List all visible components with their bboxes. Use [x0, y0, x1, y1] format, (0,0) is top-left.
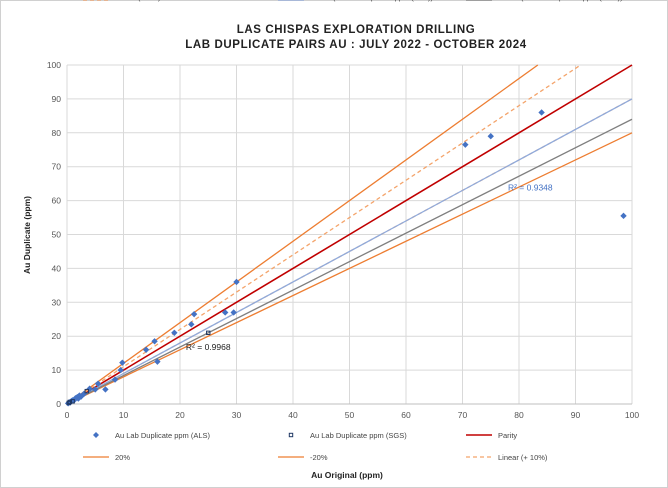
- als-data-point: [462, 141, 469, 148]
- x-tick-label: 0: [65, 410, 70, 420]
- legend-label: -20%: [310, 453, 328, 462]
- y-tick-label: 20: [52, 331, 62, 341]
- legend-marker-square: [288, 432, 294, 438]
- y-tick-label: 60: [52, 196, 62, 206]
- legend-item: Linear (Au Lab Duplicate ppm (SGS)): [466, 0, 623, 2]
- als-data-point: [171, 329, 178, 337]
- als-data-point: [154, 358, 161, 365]
- x-tick-label: 30: [232, 410, 242, 420]
- y-tick-label: 50: [52, 230, 62, 240]
- r-squared-label: R² = 0.9348: [508, 182, 553, 192]
- legend-label: 20%: [115, 453, 130, 462]
- annotations: R² = 0.9348 R² = 0.9968: [186, 182, 553, 351]
- als-data-point: [230, 309, 237, 316]
- x-tick-label: 60: [401, 410, 411, 420]
- y-tick-label: 90: [52, 94, 62, 104]
- trend-lines: [66, 64, 633, 405]
- y-tick-label: 70: [52, 162, 62, 172]
- als-data-point: [111, 376, 119, 383]
- legend: Au Lab Duplicate ppm (ALS) Au Lab Duplica…: [83, 0, 623, 462]
- x-tick-label: 80: [514, 410, 524, 420]
- x-tick-label: 40: [288, 410, 298, 420]
- r-squared-label: R² = 0.9968: [186, 342, 231, 352]
- series-line--20-: [66, 132, 633, 405]
- series-line-parity: [66, 64, 633, 405]
- x-tick-label: 90: [571, 410, 581, 420]
- als-data-point: [190, 310, 198, 318]
- legend-label: Linear (Au Lab Duplicate ppm (ALS)): [310, 0, 433, 2]
- sgs-data-point: [84, 388, 89, 394]
- grid: [66, 64, 633, 405]
- als-data-point: [188, 321, 195, 328]
- legend-label: Au Lab Duplicate ppm (SGS): [310, 431, 407, 440]
- y-tick-labels: 0 10 20 30 40 50 60 70 80 90 100: [47, 60, 61, 409]
- legend-item: -20%: [278, 453, 328, 462]
- legend-item: Au Lab Duplicate ppm (ALS): [93, 431, 211, 440]
- legend-item: Au Lab Duplicate ppm (SGS): [288, 431, 407, 440]
- legend-label: Au Lab Duplicate ppm (ALS): [115, 431, 211, 440]
- als-data-point: [92, 386, 99, 393]
- als-data-point: [119, 359, 126, 366]
- legend-marker-diamond: [93, 432, 99, 438]
- als-data-point: [222, 309, 229, 316]
- sgs-data-point: [67, 399, 73, 405]
- legend-label: Linear (-10%): [115, 0, 161, 2]
- sgs-data-point: [70, 399, 75, 404]
- x-tick-label: 100: [625, 410, 639, 420]
- als-data-point: [117, 366, 124, 374]
- y-tick-label: 10: [52, 365, 62, 375]
- series-line-linear-au-lab-duplicate-ppm-sgs-: [66, 118, 633, 405]
- chart-title-line2: LAB DUPLICATE PAIRS AU : JULY 2022 - OCT…: [185, 39, 526, 51]
- y-tick-label: 100: [47, 60, 61, 70]
- x-axis-title: Au Original (ppm): [311, 470, 383, 480]
- sgs-data-point: [66, 400, 71, 406]
- legend-item: Linear (Au Lab Duplicate ppm (ALS)): [278, 0, 433, 2]
- legend-item: Linear (+ 10%): [466, 453, 548, 462]
- data-points: [64, 109, 627, 407]
- legend-item: Linear (-10%): [83, 0, 161, 2]
- chart-title-line1: LAS CHISPAS EXPLORATION DRILLING: [237, 24, 476, 36]
- y-axis-title: Au Duplicate (ppm): [22, 196, 32, 274]
- als-data-point: [151, 338, 158, 345]
- als-data-point: [233, 278, 240, 286]
- legend-label: Parity: [498, 431, 517, 440]
- als-data-point: [102, 386, 109, 393]
- als-data-point: [538, 109, 545, 116]
- als-data-point: [142, 346, 150, 353]
- als-data-point: [487, 132, 494, 140]
- als-data-point: [620, 212, 627, 220]
- x-tick-label: 10: [119, 410, 129, 420]
- x-tick-labels: 0 10 20 30 40 50 60 70 80 90 100: [65, 410, 640, 420]
- y-tick-label: 30: [52, 297, 62, 307]
- sgs-data-point: [206, 330, 211, 336]
- y-tick-label: 80: [52, 128, 62, 138]
- legend-item: Parity: [466, 431, 517, 440]
- y-tick-label: 40: [52, 263, 62, 273]
- x-tick-label: 20: [175, 410, 185, 420]
- legend-label: Linear (+ 10%): [498, 453, 548, 462]
- series-line-linear-au-lab-duplicate-ppm-als-: [66, 98, 633, 405]
- x-tick-label: 70: [458, 410, 468, 420]
- legend-item: 20%: [83, 453, 130, 462]
- x-tick-label: 50: [345, 410, 355, 420]
- series-line-linear-10-: [66, 64, 581, 405]
- y-tick-label: 0: [56, 399, 61, 409]
- legend-label: Linear (Au Lab Duplicate ppm (SGS)): [498, 0, 623, 2]
- als-data-point: [94, 380, 102, 387]
